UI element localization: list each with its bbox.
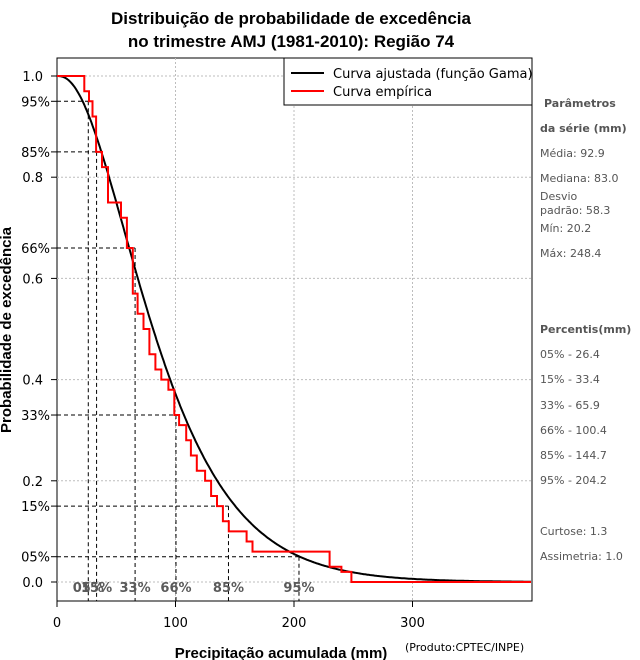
stat-max: Máx: 248.4	[540, 247, 601, 260]
x-tick-label: 0	[53, 616, 61, 631]
stat-media: Média: 92.9	[540, 147, 605, 160]
stat-assimetria: Assimetria: 1.0	[540, 550, 623, 563]
percentile-95: 95% - 204.2	[540, 474, 607, 487]
y-tick-label: 0.2	[22, 475, 43, 490]
y-pct-tick-label: 95%	[21, 95, 50, 110]
percentile-labels: 05%15% 33% 66% 85% 95%	[73, 581, 315, 596]
y-tick-label: 0.8	[22, 171, 43, 186]
stat-curtose: Curtose: 1.3	[540, 525, 607, 538]
y-pct-tick-label: 33%	[21, 409, 50, 424]
stat-min: Mín: 20.2	[540, 222, 591, 235]
y-tick-label: 1.0	[22, 70, 43, 85]
params-heading-1: Parâmetros	[544, 97, 616, 110]
stat-desvio-line1: Desvio	[540, 190, 578, 203]
legend: Curva ajustada (função Gama) Curva empír…	[283, 57, 533, 106]
y-axis-title: Probabilidade de excedência	[0, 226, 15, 433]
stat-desvio-line2: padrão: 58.3	[540, 204, 610, 217]
percentile-15: 15% - 33.4	[540, 373, 600, 386]
percentile-axis-label: 33%	[120, 581, 151, 596]
percentile-33: 33% - 65.9	[540, 399, 600, 412]
percentiles-heading: Percentis(mm)	[540, 323, 631, 336]
product-credit: (Produto:CPTEC/INPE)	[405, 641, 524, 654]
percentile-05: 05% - 26.4	[540, 348, 600, 361]
gamma-fit-curve	[57, 75, 531, 583]
x-tick-label: 300	[400, 616, 425, 631]
percentile-66: 66% - 100.4	[540, 424, 607, 437]
legend-label-gamma: Curva ajustada (função Gama)	[333, 67, 533, 82]
chart-title-line2: no trimestre AMJ (1981-2010): Região 74	[128, 32, 455, 51]
x-tick-label: 100	[163, 616, 188, 631]
percentile-axis-label: 05%	[73, 581, 104, 596]
x-axis-ticks: 0 100 200 300	[53, 601, 425, 631]
legend-box	[283, 57, 533, 106]
stat-mediana: Mediana: 83.0	[540, 172, 618, 185]
y-pct-tick-label: 85%	[21, 146, 50, 161]
percentile-axis-label: 85%	[213, 581, 244, 596]
percentile-85: 85% - 144.7	[540, 449, 607, 462]
y-pct-tick-label: 05%	[21, 551, 50, 566]
percentile-axis-label: 15%	[81, 581, 112, 596]
series-statistics-panel: Parâmetros da série (mm) Média: 92.9 Med…	[540, 97, 631, 563]
x-tick-label: 200	[282, 616, 307, 631]
x-axis-title: Precipitação acumulada (mm)	[175, 645, 388, 660]
chart-title-line1: Distribuição de probabilidade de excedên…	[111, 9, 471, 28]
legend-label-empirical: Curva empírica	[333, 85, 432, 100]
y-axis-ticks: 0.0 0.2 0.4 0.6 0.8 1.0 05% 15% 33% 66% 85% 95%	[21, 70, 57, 591]
params-heading-2: da série (mm)	[540, 122, 627, 135]
percentile-axis-label: 95%	[283, 581, 314, 596]
y-tick-label: 0.6	[22, 272, 43, 287]
percentile-axis-label: 66%	[160, 581, 191, 596]
empirical-curve	[57, 75, 531, 583]
y-tick-label: 0.0	[22, 576, 43, 591]
y-pct-tick-label: 66%	[21, 242, 50, 257]
series-layer	[57, 75, 531, 583]
y-pct-tick-label: 15%	[21, 500, 50, 515]
y-tick-label: 0.4	[22, 374, 43, 389]
